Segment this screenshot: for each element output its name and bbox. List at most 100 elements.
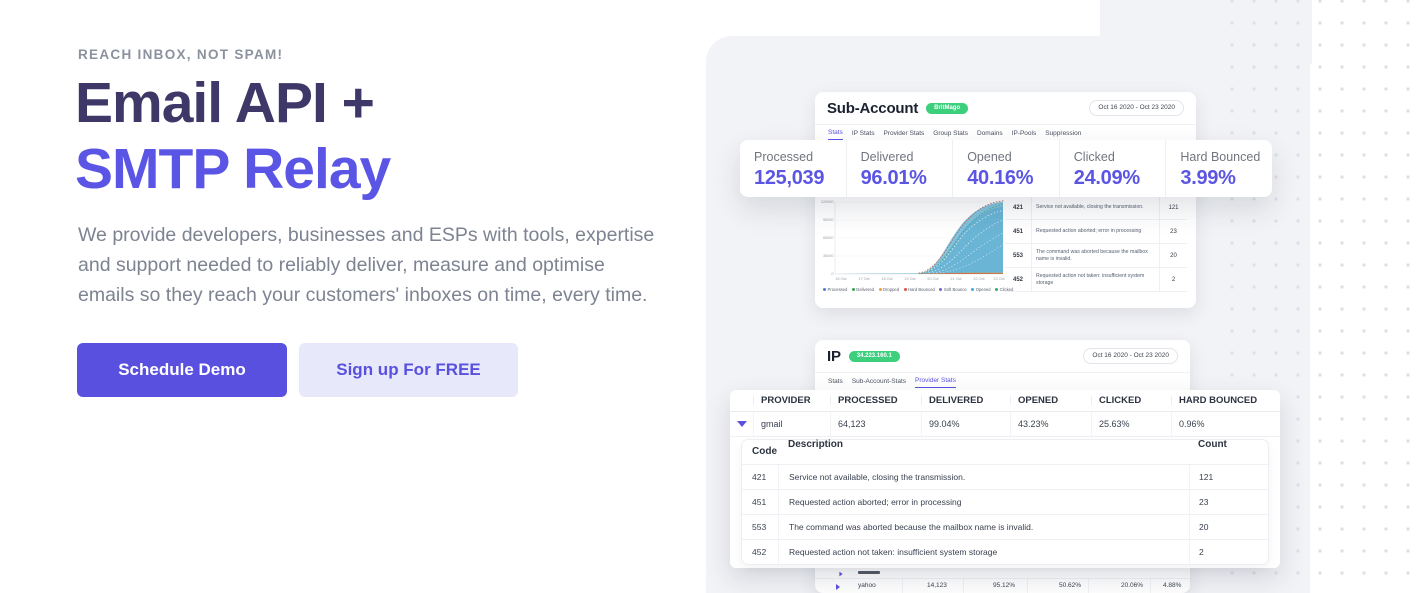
legend-dot <box>903 288 907 291</box>
area-chart-svg: 120000 90000 60000 30000 0 16 Oct 17 Oct… <box>821 200 1006 281</box>
chevron-down-icon[interactable] <box>730 412 753 436</box>
x-tick: 19 Oct <box>904 277 916 281</box>
table-row: 452 Requested action not taken: insuffic… <box>1005 268 1187 292</box>
tab-provider-stats[interactable]: Provider Stats <box>883 129 925 137</box>
hero-description: We provide developers, businesses and ES… <box>78 224 655 306</box>
x-tick: 20 Oct <box>927 277 939 281</box>
clicked-value: 25.63% <box>1091 412 1171 436</box>
chart-legend: Processed Delivered Dropped Hard Bounced… <box>823 287 1013 292</box>
stat-opened: Opened 40.16% <box>953 140 1060 197</box>
y-tick: 60000 <box>823 236 834 240</box>
page-title-line2: SMTP Relay <box>75 137 391 201</box>
legend-dot <box>878 288 882 291</box>
x-tick: 17 Oct <box>858 277 870 281</box>
tab-ip-stats[interactable]: IP Stats <box>851 129 875 137</box>
legend-item-processed: Processed <box>823 287 847 292</box>
stat-hard-bounced: Hard Bounced 3.99% <box>1180 150 1261 189</box>
legend-dot <box>995 288 999 291</box>
clicked-value: 20.06% <box>1121 582 1144 589</box>
tab-suppression[interactable]: Suppression <box>1045 129 1082 137</box>
legend-dot <box>851 288 855 291</box>
table-row: 421 Service not available, closing the t… <box>1005 196 1187 220</box>
page-title-line1: Email API + <box>75 71 375 135</box>
stat-clicked: Clicked 24.09% <box>1060 140 1167 197</box>
ip-card-header: IP 34.223.160.1 Oct 16 2020 - Oct 23 202… <box>815 340 1190 373</box>
y-tick: 90000 <box>823 218 834 222</box>
ip-tabs: Stats Sub-Account-Stats Provider Stats <box>815 373 1190 390</box>
col-clicked: CLICKED <box>1091 396 1171 406</box>
provider-row-yahoo[interactable]: yahoo 14,123 95.12% 50.62% 20.06% 4.88% <box>815 578 1190 593</box>
tab-provider-stats[interactable]: Provider Stats <box>915 375 956 388</box>
x-tick: 16 Oct <box>835 277 847 281</box>
opened-value: 43.23% <box>1010 412 1091 436</box>
tab-stats[interactable]: Stats <box>828 377 843 385</box>
tab-sub-account-stats[interactable]: Sub-Account-Stats <box>851 377 907 385</box>
col-processed: PROCESSED <box>830 396 921 406</box>
page-title: Email API + SMTP Relay <box>75 70 391 202</box>
x-tick: 22 Oct <box>973 277 985 281</box>
error-code-table-card: Code Description Count 421 Service not a… <box>742 440 1268 564</box>
stats-area-chart: 120000 90000 60000 30000 0 16 Oct 17 Oct… <box>821 196 1009 286</box>
x-tick: 18 Oct <box>881 277 893 281</box>
col-hard-bounced: HARD BOUNCED <box>1171 396 1280 406</box>
stat-delivered: Delivered 96.01% <box>847 140 954 197</box>
legend-dot <box>971 288 975 291</box>
table-row: 553 The command was aborted because the … <box>742 514 1268 539</box>
y-tick: 120000 <box>821 200 834 204</box>
table-row: 451 Requested action aborted; error in p… <box>742 489 1268 514</box>
hero-eyebrow: REACH INBOX, NOT SPAM! <box>78 47 284 62</box>
col-code: Code <box>752 446 777 457</box>
legend-item-hard-bounced: Hard Bounced <box>903 287 935 292</box>
x-tick: 23 Oct <box>993 277 1005 281</box>
stat-processed: Processed 125,039 <box>740 140 847 197</box>
ip-address-badge: 34.223.160.1 <box>848 350 900 362</box>
sub-account-title: Sub-Account <box>827 99 919 117</box>
stats-summary-card: Processed 125,039 Delivered 96.01% Opene… <box>740 140 1272 197</box>
tab-group-stats[interactable]: Group Stats <box>933 129 968 137</box>
sub-account-name-badge: BritMago <box>926 102 969 114</box>
legend-item-dropped: Dropped <box>878 287 899 292</box>
legend-item-clicked: Clicked <box>995 287 1013 292</box>
provider-stats-card: PROVIDER PROCESSED DELIVERED OPENED CLIC… <box>730 390 1280 568</box>
ip-date-range[interactable]: Oct 16 2020 - Oct 23 2020 <box>1083 348 1178 364</box>
tab-domains[interactable]: Domains <box>976 129 1003 137</box>
legend-item-soft-bounce: Soft Bounce <box>939 287 967 292</box>
chevron-right-icon <box>839 571 843 577</box>
legend-item-opened: Opened <box>971 287 991 292</box>
y-tick: 0 <box>831 272 833 276</box>
delivered-value: 99.04% <box>921 412 1010 436</box>
chevron-right-icon[interactable] <box>836 583 840 590</box>
processed-value: 14,123 <box>927 582 947 589</box>
opened-value: 50.62% <box>1059 582 1082 589</box>
legend-item-delivered: Delivered <box>851 287 874 292</box>
hard-bounced-value: 4.88% <box>1163 582 1182 589</box>
tab-ip-pools[interactable]: IP-Pools <box>1011 129 1037 137</box>
hard-bounced-value: 0.96% <box>1171 412 1280 436</box>
sub-account-card: Sub-Account BritMago Oct 16 2020 - Oct 2… <box>815 92 1196 308</box>
col-provider: PROVIDER <box>753 396 830 406</box>
sub-account-tabs: Stats IP Stats Provider Stats Group Stat… <box>815 125 1196 142</box>
processed-value: 64,123 <box>830 412 921 436</box>
provider-name: gmail <box>753 412 830 436</box>
delivered-value: 95.12% <box>993 582 1016 589</box>
legend-dot <box>823 288 826 291</box>
table-row: 452 Requested action not taken: insuffic… <box>742 539 1268 564</box>
error-code-table-header: Code Description Count <box>742 440 1268 464</box>
provider-row-gmail[interactable]: gmail 64,123 99.04% 43.23% 25.63% 0.96% <box>730 412 1280 437</box>
ip-title: IP <box>827 347 841 365</box>
signup-free-button[interactable]: Sign up For FREE <box>299 343 518 397</box>
table-row: 421 Service not available, closing the t… <box>742 464 1268 489</box>
col-description: Description <box>788 439 844 450</box>
col-count: Count <box>1198 439 1227 450</box>
sub-account-date-range[interactable]: Oct 16 2020 - Oct 23 2020 <box>1089 100 1184 116</box>
x-tick: 21 Oct <box>950 277 962 281</box>
col-opened: OPENED <box>1010 396 1091 406</box>
schedule-demo-button[interactable]: Schedule Demo <box>77 343 287 397</box>
provider-table-header: PROVIDER PROCESSED DELIVERED OPENED CLIC… <box>730 390 1280 412</box>
y-tick: 30000 <box>823 254 834 258</box>
partial-provider-row[interactable] <box>815 567 1190 577</box>
table-row: 451 Requested action aborted; error in p… <box>1005 220 1187 244</box>
provider-name: yahoo <box>858 582 876 589</box>
tab-stats[interactable]: Stats <box>828 127 843 140</box>
